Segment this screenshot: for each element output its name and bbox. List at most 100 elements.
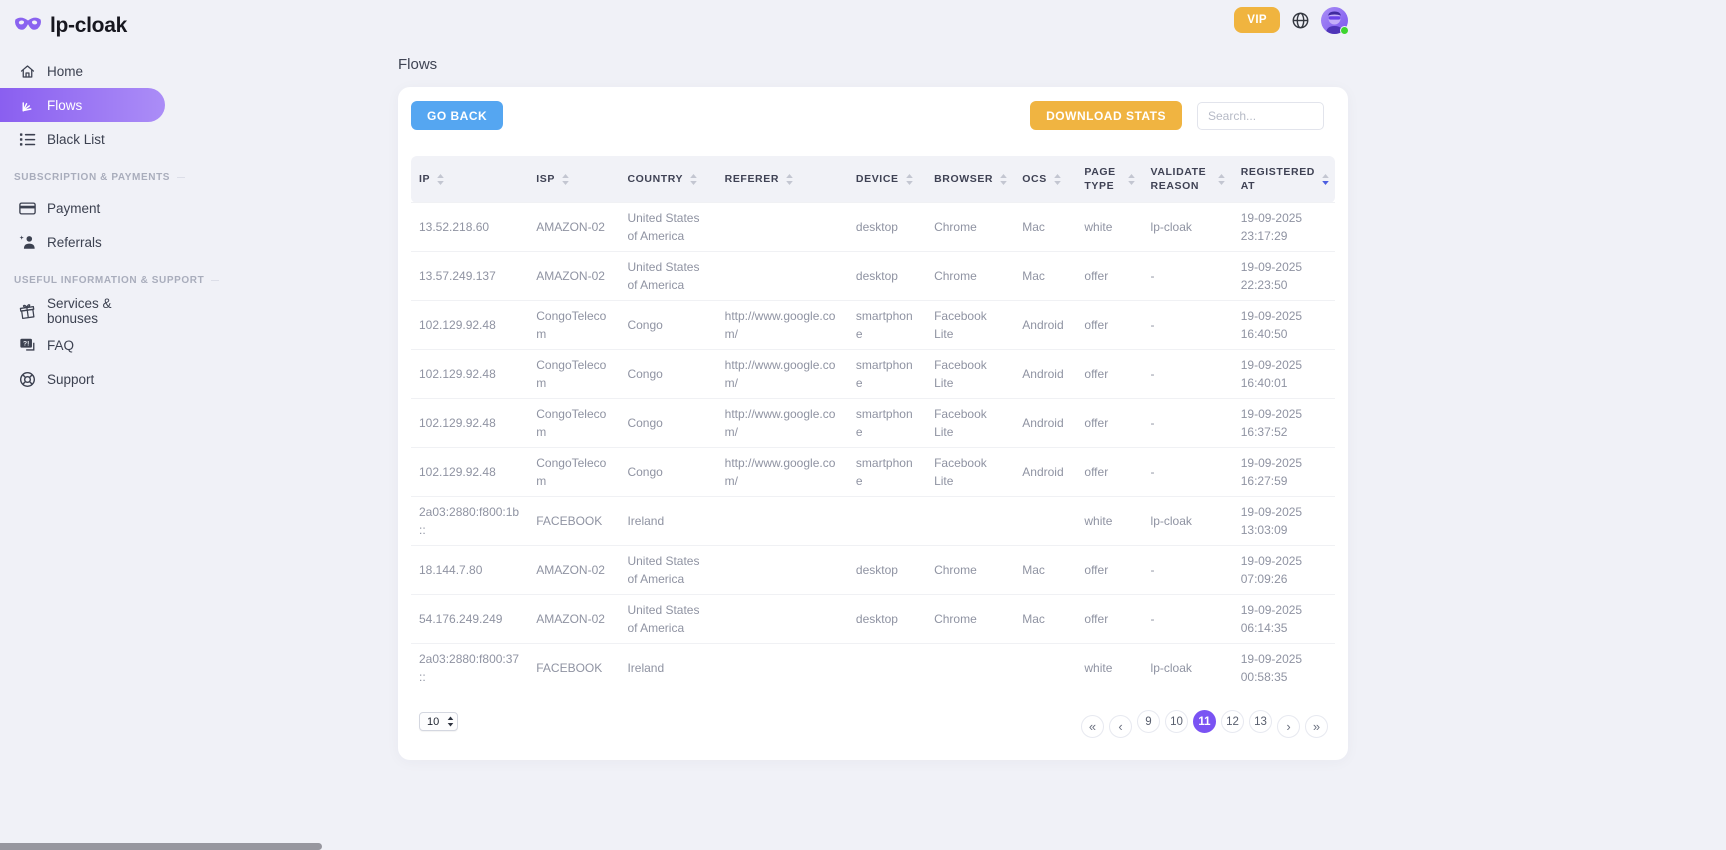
table-row: 18.144.7.80 AMAZON-02 United States of A… xyxy=(411,545,1335,595)
cell-validate-reason: - xyxy=(1142,545,1233,595)
page-size-select[interactable]: 10 xyxy=(419,712,458,732)
search-input[interactable] xyxy=(1197,101,1324,130)
cell-ip: 102.129.92.48 xyxy=(411,447,529,497)
download-stats-button[interactable]: DOWNLOAD STATS xyxy=(1030,101,1182,130)
sidebar-item-flows[interactable]: Flows xyxy=(0,88,165,122)
cell-ocs xyxy=(1014,643,1077,693)
cell-page-type: offer xyxy=(1076,251,1143,301)
cell-isp: CongoTelecom xyxy=(528,398,620,448)
registered-date: 19-09-2025 xyxy=(1240,260,1303,275)
cell-device: smartphone xyxy=(847,349,927,399)
table-row: 2a03:2880:f800:37:: FACEBOOK Ireland whi… xyxy=(411,643,1335,693)
sidebar-item-label: Payment xyxy=(47,200,101,216)
table-toolbar: GO BACK DOWNLOAD STATS xyxy=(411,101,1335,130)
cell-browser xyxy=(926,643,1015,693)
column-header-browser[interactable]: BROWSER xyxy=(926,156,1015,203)
cell-country: United States of America xyxy=(619,202,717,252)
cell-referer: http://www.google.com/ xyxy=(716,300,848,350)
cell-browser: Facebook Lite xyxy=(926,447,1015,497)
pagination-next-button[interactable]: › xyxy=(1277,715,1300,739)
cell-browser: Facebook Lite xyxy=(926,398,1015,448)
cell-referer xyxy=(716,202,848,252)
cell-ip: 2a03:2880:f800:1b:: xyxy=(411,496,529,546)
column-header-ocs[interactable]: OCS xyxy=(1014,156,1077,203)
column-header-device[interactable]: DEVICE xyxy=(847,156,927,203)
svg-text:?!: ?! xyxy=(22,341,28,348)
cell-registered-at: 19-09-2025 22:23:50 xyxy=(1232,251,1335,301)
pagination-page-9[interactable]: 9 xyxy=(1137,710,1160,734)
sidebar-item-black-list[interactable]: Black List xyxy=(0,122,180,156)
cell-ip: 18.144.7.80 xyxy=(411,545,529,595)
cell-ocs: Android xyxy=(1014,300,1077,350)
registered-date: 19-09-2025 xyxy=(1240,211,1303,226)
cell-registered-at: 19-09-2025 16:37:52 xyxy=(1232,398,1335,448)
cell-referer xyxy=(716,643,848,693)
column-header-registered-at[interactable]: REGISTERED AT xyxy=(1232,156,1335,203)
column-header-validate-reason[interactable]: VALIDATE REASON xyxy=(1142,156,1233,203)
go-back-button[interactable]: GO BACK xyxy=(411,101,504,130)
cell-device: desktop xyxy=(847,251,927,301)
sidebar-nav: Home Flows xyxy=(0,54,220,396)
sidebar-item-home[interactable]: Home xyxy=(0,54,180,88)
pagination: « ‹ 9 10 11 12 13 › » xyxy=(1081,705,1328,739)
topbar: VIP xyxy=(398,0,1349,35)
mask-logo-icon xyxy=(14,15,42,37)
faq-chat-icon: ?! xyxy=(18,336,36,354)
pagination-page-10[interactable]: 10 xyxy=(1165,710,1188,734)
globe-icon[interactable] xyxy=(1291,11,1310,30)
registered-date: 19-09-2025 xyxy=(1240,603,1303,618)
pagination-page-11[interactable]: 11 xyxy=(1193,710,1216,734)
column-header-referer[interactable]: REFERER xyxy=(716,156,848,203)
sidebar-item-services-bonuses[interactable]: Services & bonuses xyxy=(0,294,180,328)
table-row: 102.129.92.48 CongoTelecom Congo http://… xyxy=(411,349,1335,399)
cell-browser: Chrome xyxy=(926,251,1015,301)
sidebar-item-referrals[interactable]: Referrals xyxy=(0,225,180,259)
cell-device: smartphone xyxy=(847,300,927,350)
table-body: 13.52.218.60 AMAZON-02 United States of … xyxy=(411,202,1335,693)
pagination-page-13[interactable]: 13 xyxy=(1249,710,1272,734)
pagination-last-button[interactable]: » xyxy=(1305,715,1328,739)
column-header-country[interactable]: COUNTRY xyxy=(619,156,717,203)
cell-validate-reason: lp-cloak xyxy=(1142,496,1233,546)
page-title: Flows xyxy=(398,56,438,73)
table-row: 102.129.92.48 CongoTelecom Congo http://… xyxy=(411,398,1335,448)
credit-card-icon xyxy=(18,199,36,217)
page-size-value: 10 xyxy=(427,715,440,728)
cell-device: desktop xyxy=(847,545,927,595)
cell-validate-reason: lp-cloak xyxy=(1142,643,1233,693)
registered-date: 19-09-2025 xyxy=(1240,554,1303,569)
cell-isp: AMAZON-02 xyxy=(528,594,620,644)
pagination-page-12[interactable]: 12 xyxy=(1221,710,1244,734)
cell-registered-at: 19-09-2025 16:40:50 xyxy=(1232,300,1335,350)
sidebar-item-faq[interactable]: ?! FAQ xyxy=(0,328,180,362)
sort-icon-active-desc xyxy=(1322,173,1329,185)
horizontal-scrollbar-thumb[interactable] xyxy=(0,843,322,850)
pagination-prev-button[interactable]: ‹ xyxy=(1109,715,1132,739)
vip-button[interactable]: VIP xyxy=(1234,7,1280,33)
cell-country: Congo xyxy=(619,300,717,350)
cell-referer: http://www.google.com/ xyxy=(716,398,848,448)
sidebar-item-payment[interactable]: Payment xyxy=(0,191,180,225)
section-divider xyxy=(211,280,220,281)
cell-isp: FACEBOOK xyxy=(528,643,620,693)
cell-validate-reason: - xyxy=(1142,349,1233,399)
cell-registered-at: 19-09-2025 16:27:59 xyxy=(1232,447,1335,497)
bulleted-list-icon xyxy=(18,130,36,148)
brand[interactable]: lp-cloak xyxy=(0,8,180,44)
section-divider xyxy=(177,177,186,178)
column-header-ip[interactable]: IP xyxy=(411,156,529,203)
main-content: VIP xyxy=(180,0,1726,850)
pagination-first-button[interactable]: « xyxy=(1081,715,1104,739)
sort-icon xyxy=(786,173,793,185)
cell-validate-reason: - xyxy=(1142,300,1233,350)
column-header-page-type[interactable]: PAGE TYPE xyxy=(1076,156,1143,203)
sidebar-item-support[interactable]: Support xyxy=(0,362,180,396)
cell-referer xyxy=(716,594,848,644)
avatar[interactable] xyxy=(1321,6,1349,35)
cell-validate-reason: - xyxy=(1142,251,1233,301)
cell-ocs: Mac xyxy=(1014,202,1077,252)
online-status-dot xyxy=(1340,25,1349,35)
column-header-isp[interactable]: ISP xyxy=(528,156,620,203)
cell-referer xyxy=(716,251,848,301)
